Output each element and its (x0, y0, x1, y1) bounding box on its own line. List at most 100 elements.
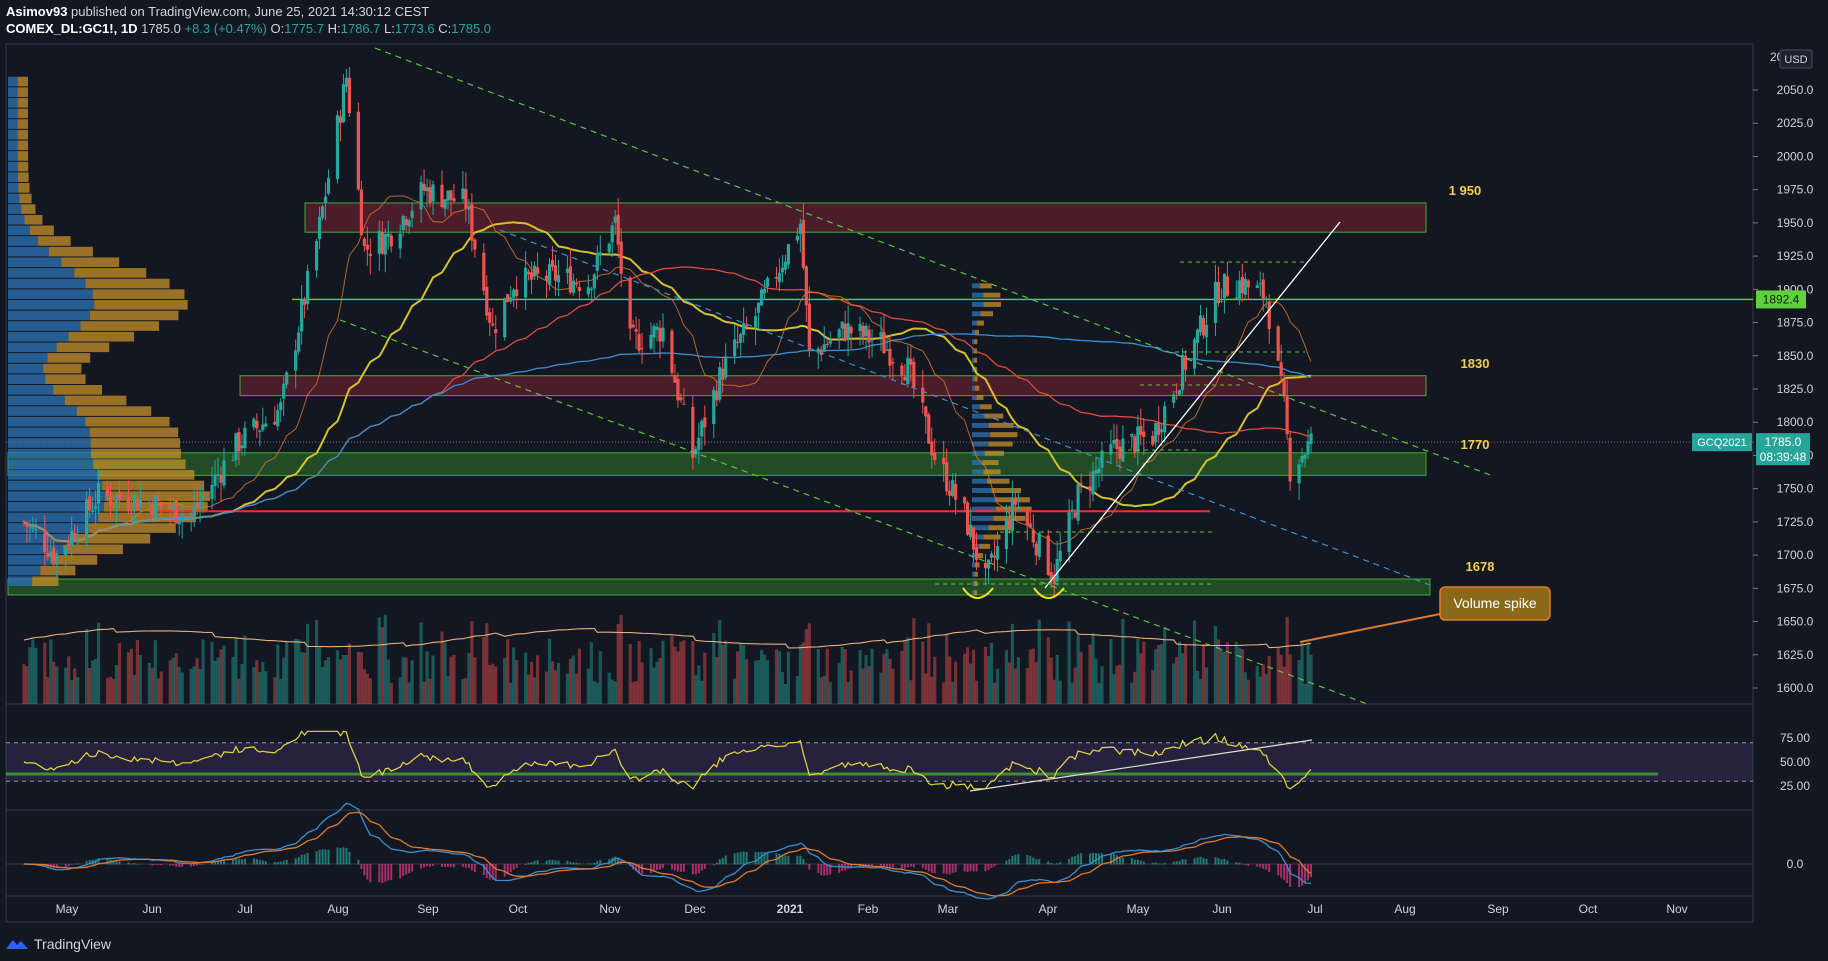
candle-body[interactable] (986, 559, 991, 569)
candle-body[interactable] (1240, 276, 1244, 294)
candle-body[interactable] (303, 299, 307, 305)
candle-body[interactable] (52, 547, 56, 562)
candle-body[interactable] (1079, 482, 1083, 484)
candle-body[interactable] (652, 326, 656, 338)
candle-body[interactable] (989, 553, 994, 558)
candle-body[interactable] (801, 219, 805, 268)
candle-body[interactable] (900, 365, 904, 376)
candle-body[interactable] (1243, 278, 1247, 295)
candle-body[interactable] (1282, 379, 1286, 397)
candle-body[interactable] (1297, 464, 1301, 484)
candle-body[interactable] (655, 326, 659, 330)
candle-body[interactable] (252, 418, 256, 428)
candle-body[interactable] (73, 532, 77, 541)
candle-body[interactable] (1300, 456, 1304, 463)
candle-body[interactable] (589, 288, 593, 291)
candle-body[interactable] (192, 505, 196, 515)
candle-body[interactable] (1285, 396, 1289, 435)
ma-50-line[interactable] (23, 221, 1312, 543)
candle-body[interactable] (1160, 429, 1164, 433)
candle-body[interactable] (903, 376, 907, 381)
candle-body[interactable] (1276, 326, 1280, 361)
candle-body[interactable] (945, 462, 949, 492)
candle-body[interactable] (234, 433, 238, 460)
candle-body[interactable] (753, 316, 758, 328)
candle-body[interactable] (93, 506, 98, 509)
candle-body[interactable] (1118, 446, 1122, 459)
candle-body[interactable] (67, 543, 71, 546)
candle-body[interactable] (951, 479, 955, 496)
candle-body[interactable] (933, 452, 937, 460)
candle-body[interactable] (1112, 440, 1116, 444)
candle-body[interactable] (335, 115, 340, 180)
candle-body[interactable] (745, 324, 749, 327)
candle-body[interactable] (1201, 317, 1206, 336)
candle-body[interactable] (28, 525, 32, 528)
candle-body[interactable] (616, 214, 620, 245)
double-bottom-marker[interactable] (1033, 587, 1065, 599)
candle-body[interactable] (419, 182, 423, 210)
candle-body[interactable] (264, 423, 268, 427)
candle-body[interactable] (380, 232, 384, 254)
candle-body[interactable] (724, 356, 728, 378)
candle-body[interactable] (377, 230, 381, 254)
candle-body[interactable] (404, 218, 408, 226)
candle-body[interactable] (114, 495, 119, 505)
candle-body[interactable] (825, 343, 829, 345)
candle-body[interactable] (971, 527, 976, 550)
candle-body[interactable] (1195, 329, 1200, 343)
candle-body[interactable] (733, 339, 737, 357)
candle-body[interactable] (1306, 441, 1310, 455)
candle-body[interactable] (240, 445, 244, 449)
candle-body[interactable] (1013, 497, 1017, 505)
candle-body[interactable] (440, 184, 444, 207)
candle-body[interactable] (132, 495, 137, 511)
candle-body[interactable] (1115, 438, 1119, 450)
candle-body[interactable] (524, 267, 528, 298)
candle-body[interactable] (91, 510, 95, 513)
candle-body[interactable] (774, 276, 779, 279)
candle-body[interactable] (1181, 355, 1185, 390)
contract-badge[interactable] (1692, 433, 1752, 452)
candle-body[interactable] (592, 274, 596, 289)
candle-body[interactable] (314, 241, 319, 271)
candle-body[interactable] (1130, 434, 1134, 437)
candle-body[interactable] (906, 357, 910, 385)
candle-body[interactable] (995, 546, 1000, 560)
candle-body[interactable] (222, 460, 226, 486)
candle-body[interactable] (294, 350, 298, 371)
candle-body[interactable] (1034, 543, 1038, 556)
candle-body[interactable] (386, 233, 390, 237)
candle-body[interactable] (297, 332, 301, 352)
candle-body[interactable] (344, 77, 349, 87)
candle-body[interactable] (159, 501, 163, 507)
candle-body[interactable] (721, 368, 725, 380)
candle-body[interactable] (488, 312, 492, 323)
candle-body[interactable] (1028, 523, 1032, 528)
candle-body[interactable] (742, 322, 746, 335)
candle-body[interactable] (43, 532, 47, 553)
candle-body[interactable] (861, 326, 865, 338)
candle-body[interactable] (619, 241, 623, 274)
candle-body[interactable] (285, 372, 289, 385)
candle-body[interactable] (547, 263, 552, 285)
candle-body[interactable] (527, 271, 531, 275)
candle-body[interactable] (909, 358, 913, 365)
candle-body[interactable] (974, 547, 979, 560)
currency-badge[interactable] (1779, 49, 1813, 69)
candle-body[interactable] (631, 324, 635, 328)
candle-body[interactable] (317, 216, 322, 240)
candle-body[interactable] (446, 190, 450, 201)
candle-body[interactable] (924, 406, 928, 417)
candle-body[interactable] (338, 116, 343, 124)
candle-body[interactable] (512, 289, 516, 298)
candle-body[interactable] (529, 272, 534, 280)
candle-body[interactable] (700, 420, 704, 437)
candle-body[interactable] (1192, 339, 1197, 369)
candle-body[interactable] (1151, 435, 1155, 445)
candle-body[interactable] (1136, 426, 1140, 452)
candle-body[interactable] (879, 332, 883, 337)
candle-body[interactable] (691, 406, 695, 458)
candle-body[interactable] (568, 266, 573, 293)
candle-body[interactable] (219, 475, 223, 483)
